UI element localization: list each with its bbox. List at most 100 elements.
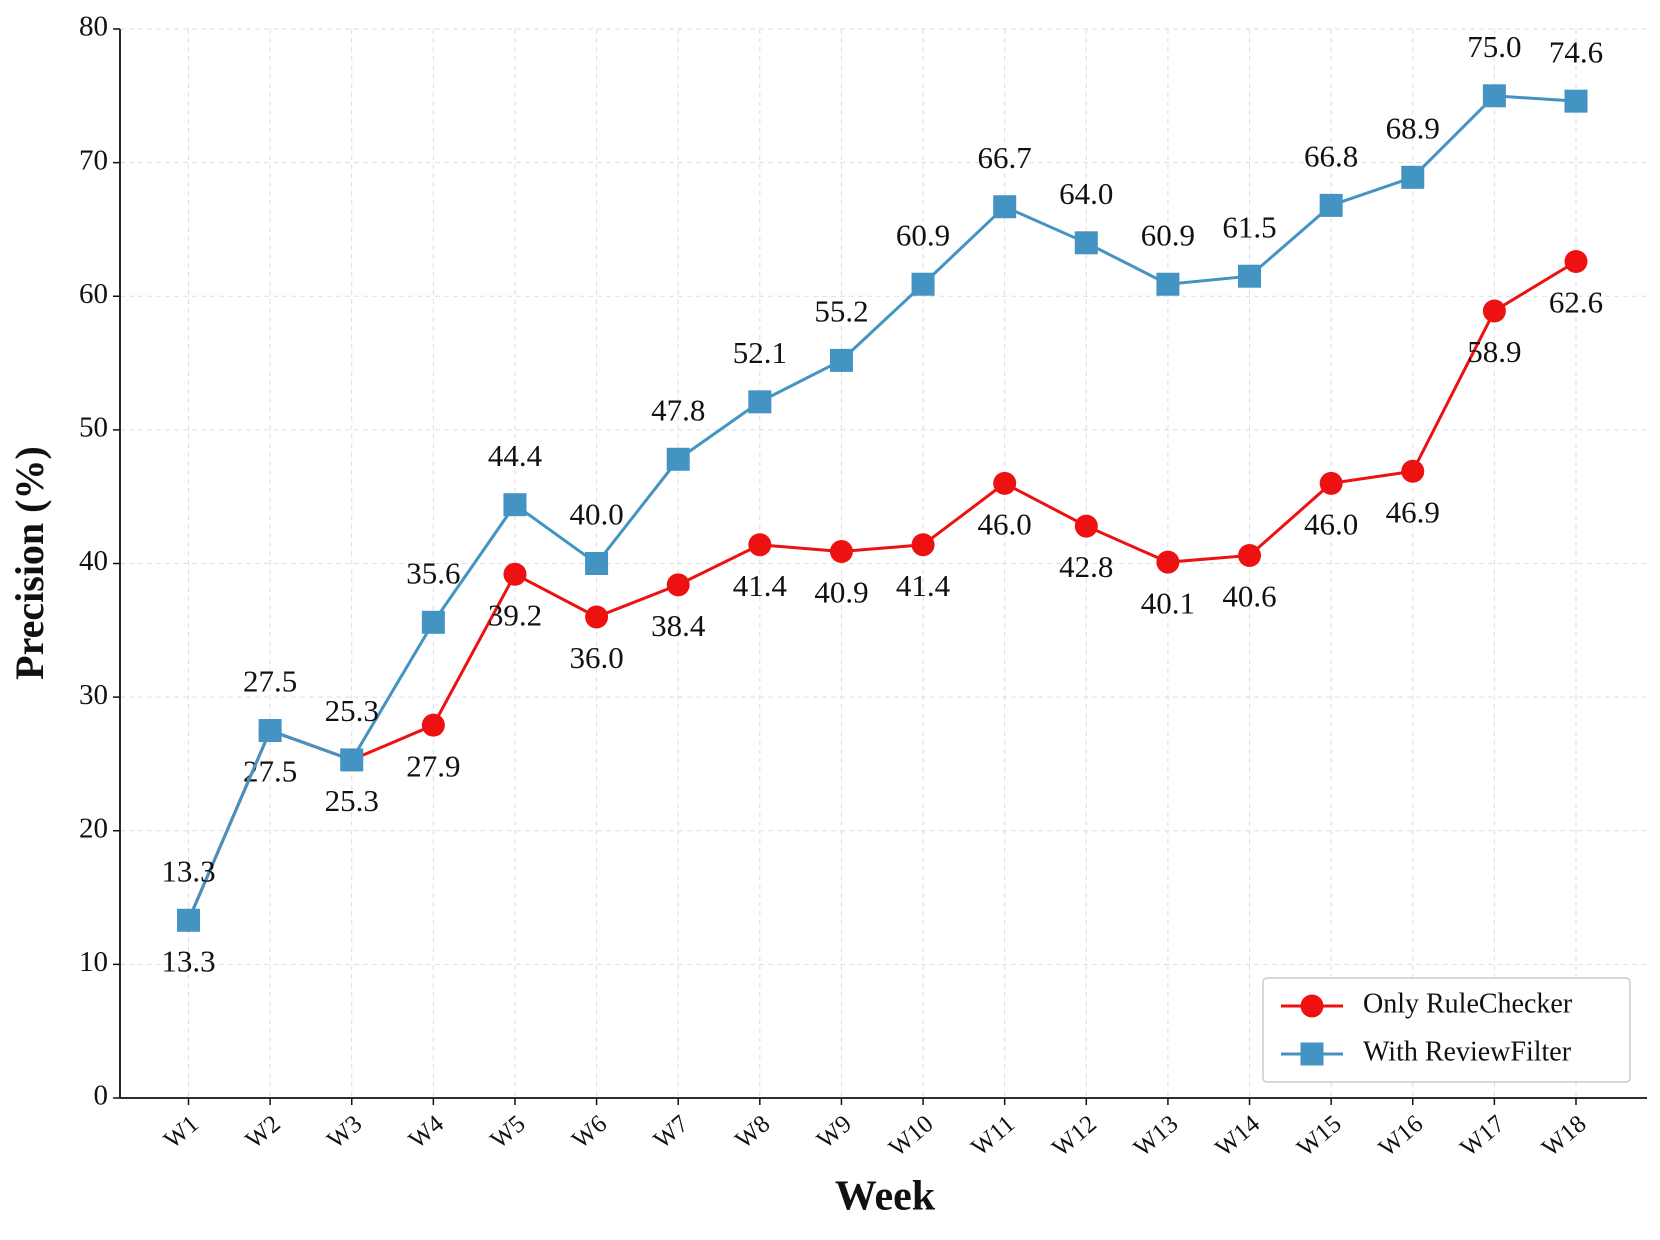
data-point — [666, 573, 690, 597]
x-tick-label: W7 — [649, 1110, 694, 1154]
data-label: 74.6 — [1549, 34, 1603, 69]
data-point — [503, 493, 527, 517]
series-line — [187, 260, 1577, 921]
y-axis-label: Precision (%) — [7, 446, 52, 680]
y-tick-label: 30 — [79, 679, 108, 711]
data-label: 42.8 — [1059, 549, 1113, 584]
data-point — [911, 272, 935, 296]
data-label: 46.0 — [1304, 506, 1358, 541]
data-label: 60.9 — [896, 217, 950, 252]
data-label: 27.5 — [243, 664, 297, 699]
series-line — [187, 94, 1577, 921]
data-label: 55.2 — [814, 293, 868, 328]
data-label: 27.9 — [406, 748, 460, 783]
data-label: 38.4 — [651, 608, 706, 643]
data-point — [748, 533, 772, 557]
x-axis-label: Week — [835, 1174, 936, 1220]
data-point — [1564, 250, 1588, 274]
y-tick-label: 0 — [94, 1080, 109, 1112]
data-point — [1238, 264, 1262, 288]
data-label: 60.9 — [1141, 217, 1195, 252]
data-point — [1319, 193, 1343, 217]
x-tick-label: W11 — [966, 1110, 1020, 1161]
data-label: 39.2 — [488, 597, 542, 632]
x-tick-label: W5 — [485, 1110, 530, 1154]
legend-label: Only RuleChecker — [1363, 988, 1573, 1019]
data-label: 52.1 — [733, 335, 787, 370]
data-label: 66.8 — [1304, 138, 1358, 173]
data-label: 40.9 — [814, 575, 868, 610]
x-tick-label: W18 — [1537, 1110, 1592, 1162]
data-label: 36.0 — [569, 640, 623, 675]
data-label: 46.9 — [1386, 494, 1440, 529]
data-point — [1482, 84, 1506, 108]
data-label: 58.9 — [1467, 334, 1521, 369]
y-tick-label: 80 — [79, 11, 108, 43]
y-tick-label: 20 — [79, 812, 108, 844]
data-point — [1401, 459, 1425, 483]
data-label: 44.4 — [488, 438, 543, 473]
x-tick-label: W16 — [1374, 1110, 1429, 1162]
x-tick-label: W15 — [1292, 1110, 1347, 1162]
data-point — [1564, 89, 1588, 113]
y-tick-label: 70 — [79, 144, 108, 176]
x-tick-label: W8 — [730, 1110, 775, 1154]
legend-label: With ReviewFilter — [1363, 1036, 1572, 1067]
data-point — [1401, 165, 1425, 189]
data-label: 41.4 — [896, 568, 951, 603]
x-tick-label: W17 — [1455, 1110, 1510, 1162]
y-tick-label: 60 — [79, 278, 108, 310]
legend-box — [1262, 977, 1631, 1083]
data-label: 66.7 — [978, 140, 1032, 175]
x-tick-label: W12 — [1047, 1110, 1102, 1162]
data-point — [421, 610, 445, 634]
data-point — [829, 539, 853, 563]
y-tick-label: 40 — [79, 545, 108, 577]
legend-marker — [1300, 994, 1324, 1018]
data-point — [258, 719, 282, 743]
x-tick-label: W6 — [567, 1110, 612, 1154]
data-point — [993, 195, 1017, 219]
legend-marker — [1300, 1042, 1324, 1066]
data-label: 75.0 — [1467, 29, 1521, 64]
data-point — [503, 562, 527, 586]
x-tick-label: W1 — [159, 1110, 204, 1154]
data-point — [911, 533, 935, 557]
data-label: 13.3 — [161, 943, 215, 978]
data-point — [421, 713, 445, 737]
data-point — [748, 390, 772, 414]
data-label: 40.6 — [1222, 579, 1276, 614]
x-tick-label: W4 — [404, 1110, 449, 1154]
data-point — [585, 552, 609, 575]
data-label: 25.3 — [325, 693, 379, 728]
data-label: 40.1 — [1141, 585, 1195, 620]
data-point — [585, 605, 609, 629]
x-tick-label: W13 — [1129, 1110, 1184, 1162]
data-label: 64.0 — [1059, 176, 1113, 211]
data-point — [1156, 272, 1180, 296]
x-tick-label: W10 — [884, 1110, 939, 1162]
data-label: 25.3 — [325, 783, 379, 818]
data-point — [1156, 550, 1180, 574]
y-tick-label: 50 — [79, 412, 108, 444]
data-label: 68.9 — [1386, 110, 1440, 145]
y-tick-label: 10 — [79, 946, 108, 978]
data-point — [1319, 471, 1343, 495]
data-point — [1074, 231, 1098, 255]
data-point — [1074, 514, 1098, 538]
data-label: 46.0 — [978, 506, 1032, 541]
data-point — [993, 471, 1017, 495]
x-tick-label: W9 — [812, 1110, 857, 1154]
x-tick-label: W14 — [1210, 1110, 1265, 1162]
data-point — [1238, 543, 1262, 567]
data-label: 41.4 — [733, 568, 788, 603]
data-point — [666, 447, 690, 471]
data-point — [340, 748, 364, 772]
data-point — [829, 348, 853, 372]
data-label: 62.6 — [1549, 285, 1603, 320]
data-label: 13.3 — [161, 853, 215, 888]
data-point — [177, 908, 200, 932]
data-point — [1482, 299, 1506, 323]
